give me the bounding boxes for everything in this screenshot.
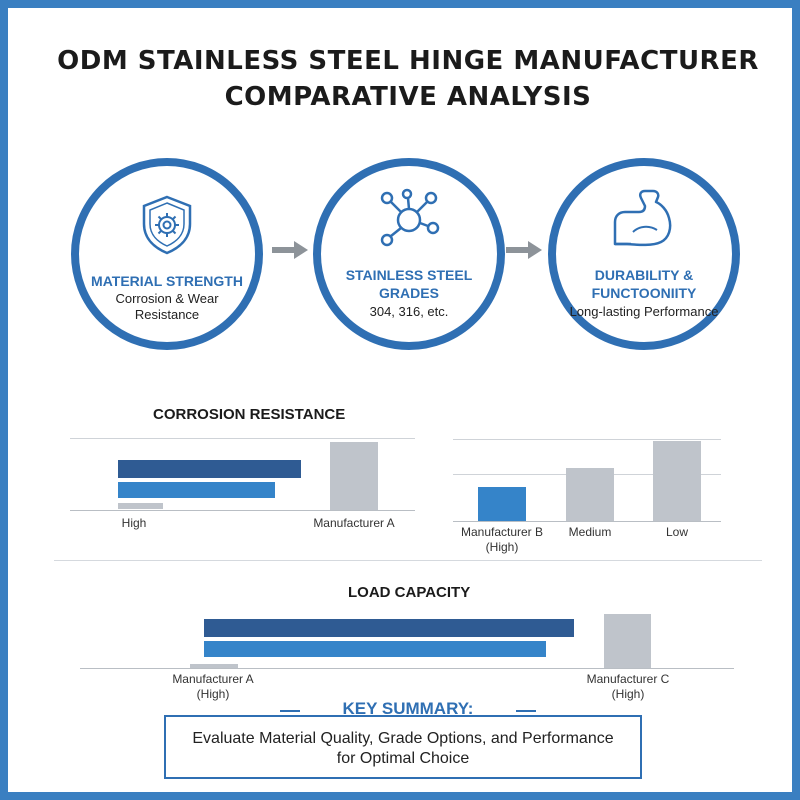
label-load-manufacturer-a: Manufacturer A	[172, 672, 254, 686]
load-bar-manufacturer-c	[604, 614, 651, 668]
page-title-line-2: COMPARATIVE ANALYSIS	[224, 82, 592, 112]
step-stainless-steel-grades: STAINLESS STEEL GRADES 304, 316, etc.	[313, 158, 505, 350]
bar-manufacturer-b	[478, 487, 526, 521]
step-2-sub: 304, 316, etc.	[369, 304, 449, 319]
label-medium: Medium	[568, 525, 612, 539]
bar-medium	[566, 468, 614, 521]
section-divider	[54, 560, 762, 561]
load-bar-1	[204, 619, 574, 637]
summary-rule-right	[516, 710, 536, 712]
key-summary-box: Evaluate Material Quality, Grade Options…	[164, 715, 642, 779]
corrosion-bar-1	[118, 460, 301, 478]
gridline	[70, 438, 415, 439]
step-1-sub-line-2: Resistance	[134, 307, 200, 322]
load-capacity-title: LOAD CAPACITY	[348, 584, 471, 601]
arrow-right-icon	[272, 241, 308, 259]
molecule-icon	[380, 188, 440, 247]
key-summary-title: KEY SUMMARY:	[308, 699, 508, 719]
corrosion-bar-manufacturer-a	[330, 442, 378, 510]
step-3-title-line-2: FUNCTOONIITY	[591, 285, 697, 301]
axis-line	[453, 521, 721, 522]
flexed-arm-icon	[613, 189, 672, 247]
summary-line-2: for Optimal Choice	[336, 750, 470, 767]
summary-line-1: Evaluate Material Quality, Grade Options…	[192, 730, 614, 747]
step-3-sub: Long-lasting Performance	[569, 304, 719, 319]
step-2-title-line-1: STAINLESS STEEL	[345, 267, 473, 283]
step-3-title-line-1: DURABILITY &	[594, 267, 694, 283]
corrosion-bar-2	[118, 482, 275, 498]
arrow-right-icon	[506, 241, 542, 259]
label-manufacturer-a: Manufacturer A	[313, 516, 395, 530]
label-manufacturer-b: Manufacturer B	[460, 525, 544, 539]
axis-line	[80, 668, 734, 669]
load-bar-2	[204, 641, 546, 657]
label-load-manufacturer-c-sub: (High)	[611, 687, 645, 701]
step-1-title: MATERIAL STRENGTH	[91, 273, 243, 289]
shield-gear-icon	[142, 195, 192, 255]
page-title-line-1: ODM STAINLESS STEEL HINGE MANUFACTURER	[57, 46, 759, 76]
step-1-sub-line-1: Corrosion & Wear	[115, 291, 219, 306]
summary-rule-left	[280, 710, 300, 712]
label-load-manufacturer-a-sub: (High)	[196, 687, 230, 701]
label-manufacturer-b-sub: (High)	[485, 540, 519, 554]
step-material-strength: MATERIAL STRENGTH Corrosion & Wear Resis…	[71, 158, 263, 350]
gridline	[453, 439, 721, 440]
axis-line	[70, 510, 415, 511]
step-durability: DURABILITY & FUNCTOONIITY Long-lasting P…	[548, 158, 740, 350]
label-load-manufacturer-c: Manufacturer C	[586, 672, 670, 686]
label-low: Low	[665, 525, 688, 539]
corrosion-bar-3	[118, 503, 163, 509]
label-high: High	[121, 516, 147, 530]
bar-low	[653, 441, 701, 521]
load-bar-3	[190, 664, 238, 668]
step-2-title-line-2: GRADES	[379, 285, 439, 301]
corrosion-resistance-title: CORROSION RESISTANCE	[153, 406, 346, 423]
